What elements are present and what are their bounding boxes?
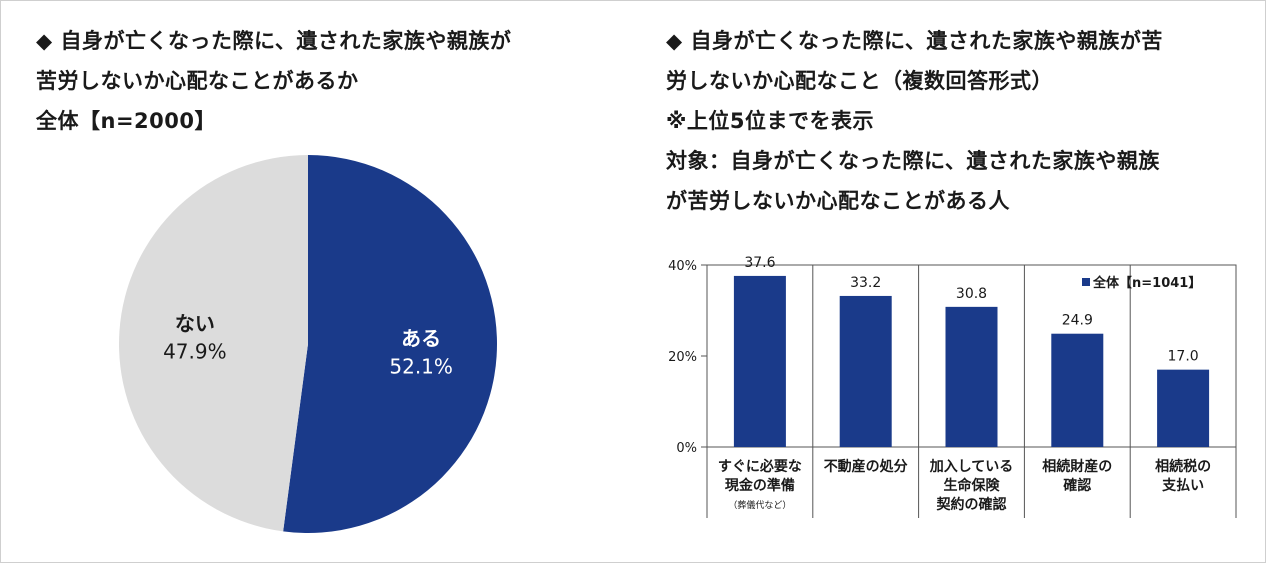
- pie-title-line-3: 全体【n=2000】: [36, 109, 216, 133]
- pie-title-line-2: 苦労しないか心配なことがあるか: [36, 69, 359, 93]
- bar-title-line-4: 対象：自身が亡くなった際に、遺された家族や親族: [666, 149, 1160, 173]
- bar-title-line-2: 労しないか心配なこと（複数回答形式）: [666, 69, 1053, 93]
- pie-chart-title: ◆ 自身が亡くなった際に、遺された家族や親族が 苦労しないか心配なことがあるか …: [36, 21, 511, 141]
- bar-title-line-3: ※上位5位までを表示: [666, 109, 875, 133]
- bar-chart-title: ◆ 自身が亡くなった際に、遺された家族や親族が苦 労しないか心配なこと（複数回答…: [666, 21, 1163, 221]
- pie-title-line-1: ◆ 自身が亡くなった際に、遺された家族や親族が: [36, 29, 512, 53]
- bar-title-line-1: ◆ 自身が亡くなった際に、遺された家族や親族が苦: [666, 29, 1163, 53]
- bar-title-line-5: が苦労しないか心配なことがある人: [666, 189, 1010, 213]
